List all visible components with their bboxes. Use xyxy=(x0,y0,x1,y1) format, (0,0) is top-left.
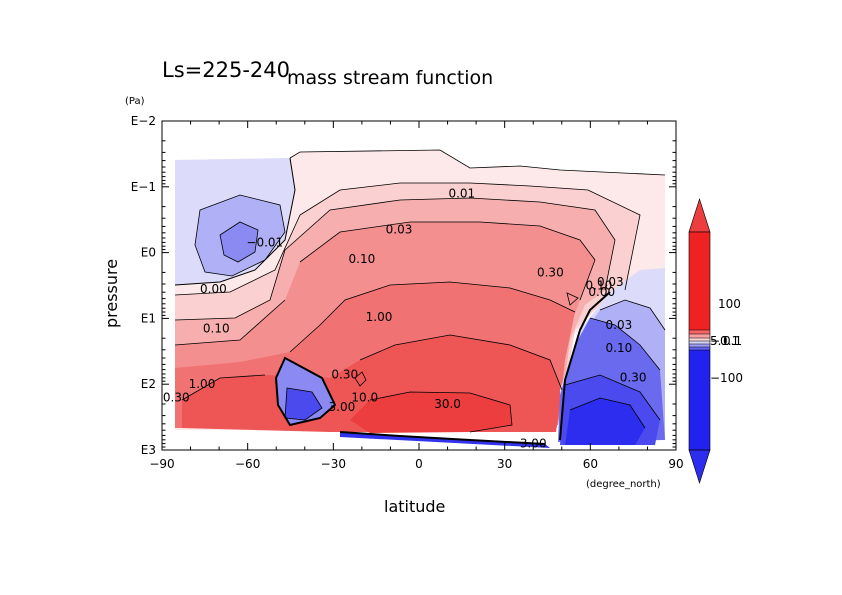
zero-contours xyxy=(274,291,611,445)
contour-label: 0.03 xyxy=(597,275,624,289)
colorbar-label: 100 xyxy=(718,297,741,311)
contour-label: 10.0 xyxy=(351,390,378,404)
contour-label: 0.03 xyxy=(606,318,633,332)
x-tick-label: 60 xyxy=(583,457,598,471)
contour-label: 1.00 xyxy=(366,310,393,324)
zero-contour-south xyxy=(174,157,296,286)
y-tick-label: E1 xyxy=(141,311,156,325)
x-tick-label: −30 xyxy=(321,457,346,471)
contour-label: 0.00 xyxy=(200,282,227,296)
colorbar-label: 5.1 xyxy=(710,334,729,348)
colorbar-segment xyxy=(689,338,710,341)
y-tick-label: E2 xyxy=(141,377,156,391)
x-axis: −90 −60 −30 0 30 60 90 xyxy=(149,121,684,471)
field-neg-mid-inner xyxy=(285,388,322,420)
x-tick-label: 0 xyxy=(415,457,423,471)
field-neg-south-inner xyxy=(220,222,258,262)
x-tick-label: −90 xyxy=(149,457,174,471)
contour-label: 0.30 xyxy=(537,265,564,279)
y-unit-label: (Pa) xyxy=(125,96,145,107)
contour-label: −0.01 xyxy=(246,236,283,250)
contour-label: 0.30 xyxy=(620,371,647,385)
y-tick-label: E−2 xyxy=(131,114,156,128)
colorbar-segment xyxy=(689,341,710,344)
field-neg-north-5 xyxy=(565,398,645,445)
x-tick-label: −60 xyxy=(235,457,260,471)
colorbar-segment xyxy=(689,344,710,347)
colorbar-segment xyxy=(689,350,710,450)
colorbar-extend-min xyxy=(688,449,711,484)
y-tick-label: E−1 xyxy=(131,180,156,194)
x-unit-label: (degree_north) xyxy=(586,479,661,490)
contour-label: 0.10 xyxy=(203,321,230,335)
colorbar-segment xyxy=(689,232,710,330)
x-tick-label: 90 xyxy=(668,457,683,471)
colorbar-label: 0.1 xyxy=(723,334,742,348)
contour-label: 30.0 xyxy=(434,397,461,411)
x-axis-label: latitude xyxy=(384,497,445,516)
contour-label: 0.30 xyxy=(331,367,358,381)
y-tick-label: E0 xyxy=(141,246,156,260)
contour-label: 1.00 xyxy=(189,377,216,391)
contour-labels: 0.010.030.10−0.010.000.101.000.300.100.0… xyxy=(163,186,647,450)
chart-subtitle: Ls=225-240 xyxy=(162,58,290,82)
plot-area xyxy=(162,121,676,450)
contour-label: 0.01 xyxy=(448,186,475,200)
colorbar-segment xyxy=(689,347,710,350)
contour-label: 0.03 xyxy=(386,223,413,237)
contour-lines xyxy=(174,149,666,433)
field-pos-level-6 xyxy=(350,392,512,433)
y-axis: E−2 E−1 E0 E1 E2 E3 xyxy=(131,114,676,457)
y-axis-label: pressure xyxy=(102,259,121,328)
contour-label: 3.00 xyxy=(520,436,547,450)
x-tick-label: 30 xyxy=(497,457,512,471)
contour-label: 0.10 xyxy=(349,252,376,266)
colorbar-extend-max xyxy=(688,198,711,233)
contour-label: 0.10 xyxy=(586,279,613,293)
colorbar-label: −100 xyxy=(710,371,743,385)
contour-label: 0.30 xyxy=(163,390,190,404)
colorbar-segment xyxy=(689,334,710,338)
contour-label: 0.00 xyxy=(588,285,615,299)
contour-label: 0.10 xyxy=(606,341,633,355)
colorbar-segment xyxy=(689,330,710,334)
colorbar-label: −0.1 xyxy=(710,334,739,348)
y-tick-label: E3 xyxy=(141,443,156,457)
chart-title: mass stream function xyxy=(287,67,493,89)
contour-label: 3.00 xyxy=(329,400,356,414)
colorbar: 100 5.10.1−0.1 −100 xyxy=(688,198,743,484)
